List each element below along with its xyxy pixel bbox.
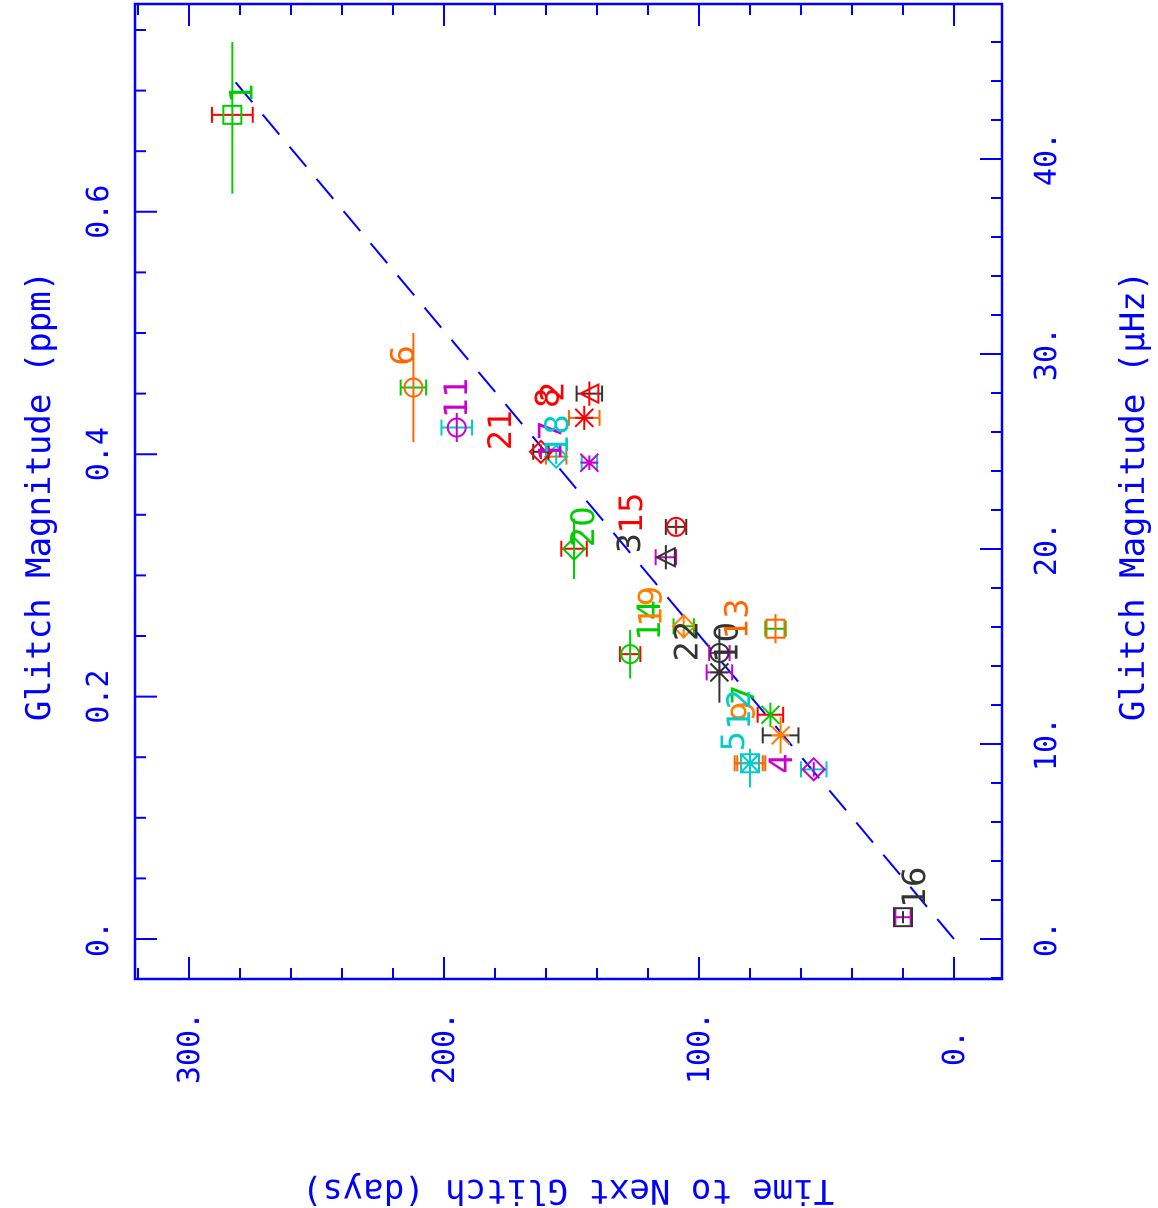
fit-line-dashed xyxy=(231,77,955,940)
y-tick-label: 0.4 xyxy=(81,427,116,481)
point-label-1: 1 xyxy=(222,83,260,103)
y2-tick-label: 30. xyxy=(1029,327,1064,381)
y2-tick-label: 40. xyxy=(1029,132,1064,186)
axis-tick-labels: 0. 100. 200. 300. 0. 0.2 0.4 0.6 0. 10. 20. 30. 40. xyxy=(81,132,1064,1084)
data-point-21 xyxy=(528,439,554,465)
marker-circle xyxy=(403,377,424,398)
data-point-6 xyxy=(399,333,428,443)
marker-diamond xyxy=(528,439,554,465)
point-label-9: 9 xyxy=(725,701,763,721)
point-label-21: 21 xyxy=(481,409,519,450)
marker-circle xyxy=(666,516,687,537)
point-label-4: 4 xyxy=(762,753,800,773)
data-point-12 xyxy=(733,748,767,778)
point-label-20: 20 xyxy=(564,506,602,547)
point-label-5: 5 xyxy=(714,731,752,751)
data-point-4 xyxy=(800,756,828,782)
marker-triangle xyxy=(654,546,676,568)
axis-ticks xyxy=(135,4,1002,979)
data-point-1 xyxy=(210,42,254,194)
plot-frame xyxy=(133,2,1004,981)
data-point-16 xyxy=(893,907,913,928)
point-label-19: 19 xyxy=(632,586,670,627)
point-label-6: 6 xyxy=(383,345,421,365)
y2-tick-label: 20. xyxy=(1029,522,1064,576)
marker-square xyxy=(765,618,786,639)
data-point-2 xyxy=(575,381,604,406)
x-tick-label: 300. xyxy=(172,1012,207,1084)
point-label-14: 14 xyxy=(630,600,668,641)
data-point-22 xyxy=(708,628,731,684)
data-point-9 xyxy=(761,717,800,754)
point-label-12: 12 xyxy=(720,689,758,730)
axis-titles: Glitch Magnitude (ppm) Glitch Magnitude … xyxy=(19,271,1153,1208)
point-label-16: 16 xyxy=(895,867,933,908)
point-label-15: 15 xyxy=(612,493,650,534)
x-tick-label: 200. xyxy=(427,1012,462,1084)
marker-diamond xyxy=(561,536,587,562)
point-label-10: 10 xyxy=(707,622,745,663)
point-label-8: 8 xyxy=(528,388,566,408)
point-label-7: 7 xyxy=(724,685,762,705)
point-label-3: 3 xyxy=(610,533,648,553)
y-axis-title: Glitch Magnitude (ppm) xyxy=(19,271,59,721)
marker-cross xyxy=(760,705,781,725)
data-point-14 xyxy=(618,629,642,679)
point-label-17: 17 xyxy=(531,420,569,461)
point-label-11: 11 xyxy=(437,377,475,418)
data-point-8 xyxy=(567,405,601,430)
data-point-20 xyxy=(560,518,588,580)
point-label-22: 22 xyxy=(667,621,705,662)
y2-tick-label: 10. xyxy=(1029,717,1064,771)
data-point-17 xyxy=(579,452,600,473)
point-label-18: 18 xyxy=(538,414,576,455)
marker-circle xyxy=(446,417,467,438)
y2-axis-title: Glitch Magnitude (μHz) xyxy=(1113,271,1153,721)
x-tick-label: 100. xyxy=(682,1012,717,1084)
point-label-13: 13 xyxy=(718,598,756,639)
data-point-3 xyxy=(654,545,678,570)
data-point-7 xyxy=(756,702,785,727)
point-label-2: 2 xyxy=(533,381,571,401)
x-tick-label: 0. xyxy=(937,1030,972,1066)
data-point-11 xyxy=(440,412,474,443)
marker-square xyxy=(893,907,913,928)
marker-diamond xyxy=(671,613,697,639)
marker-triangle xyxy=(578,382,600,405)
x-axis-title: Time to Next Glitch (days) xyxy=(302,1171,834,1208)
fit-line xyxy=(231,77,955,940)
y-tick-label: 0.2 xyxy=(81,670,116,724)
data-point-19 xyxy=(671,613,697,639)
y-tick-label: 0. xyxy=(81,921,116,957)
data-point-13 xyxy=(764,614,787,644)
marker-circle xyxy=(620,644,641,665)
y2-tick-label: 0. xyxy=(1029,921,1064,957)
marker-circle xyxy=(709,642,730,663)
marker-square xyxy=(222,104,243,125)
y-tick-label: 0.6 xyxy=(81,185,116,239)
marker-diamond xyxy=(801,756,827,782)
data-point-15 xyxy=(664,516,688,537)
